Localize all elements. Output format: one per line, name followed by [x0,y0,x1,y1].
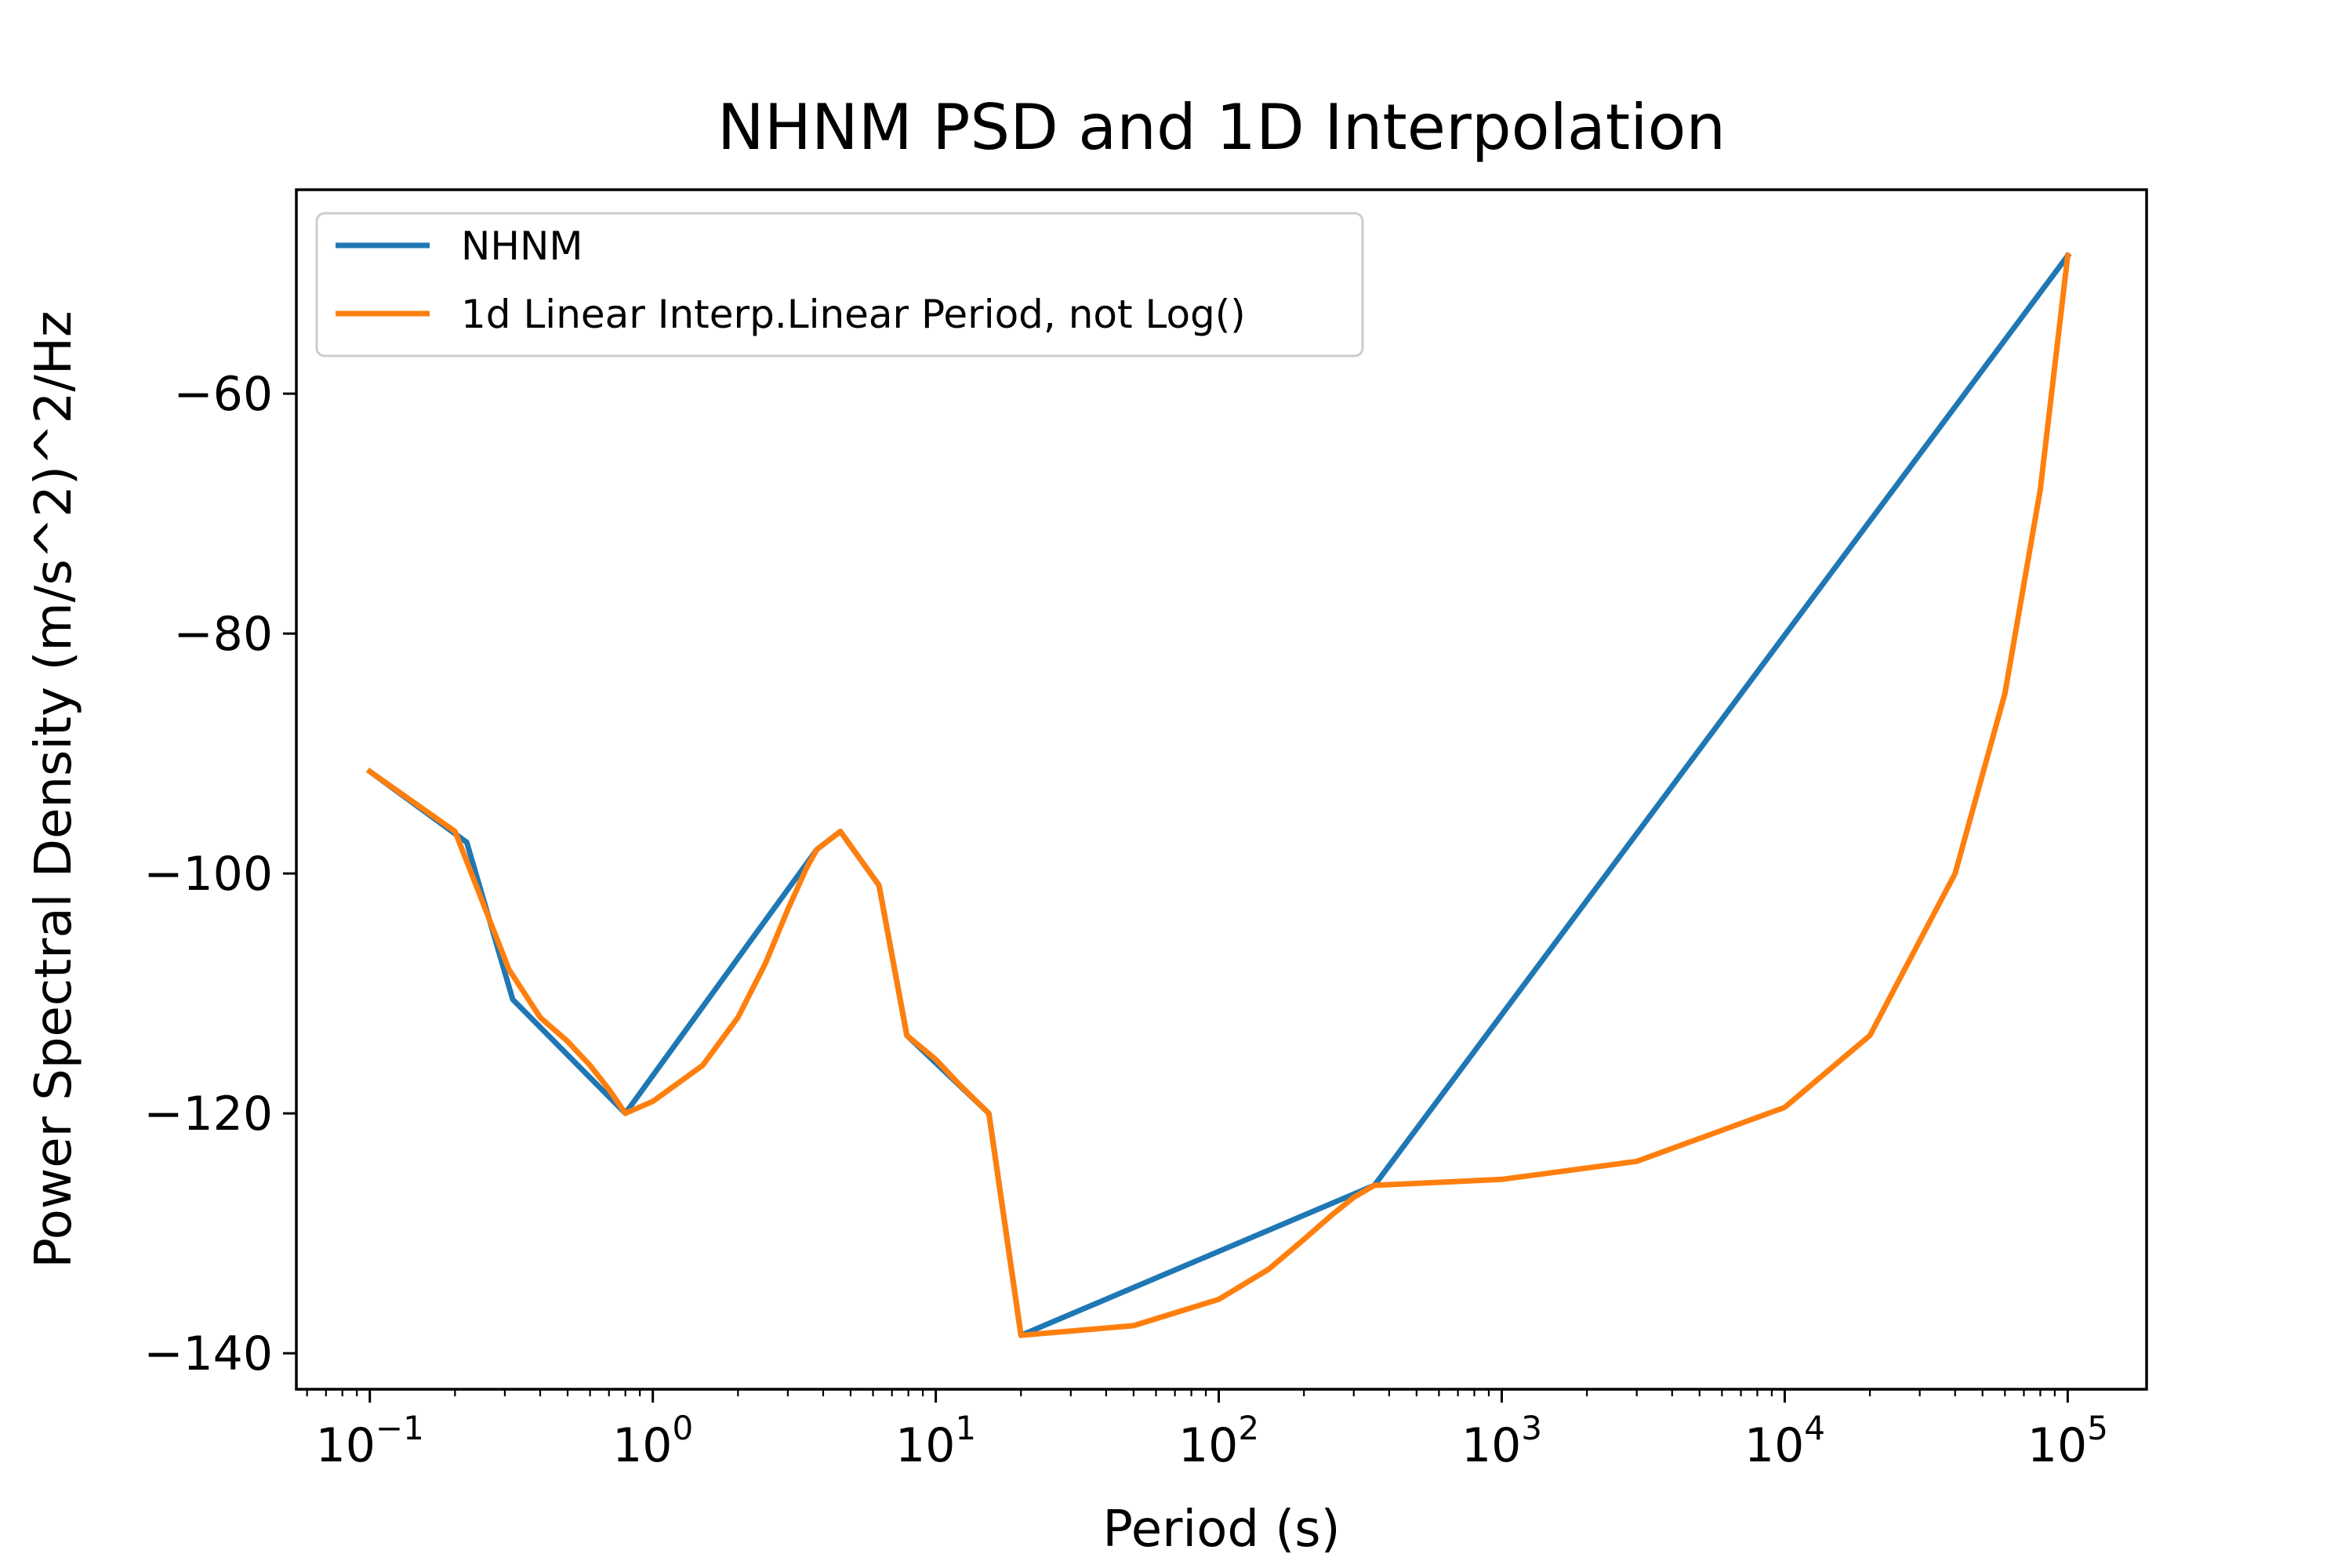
legend-label-nhnm: NHNM [461,223,583,269]
x-tick-label-base: 10 [1744,1418,1804,1473]
plot-area-frame [295,188,2148,1391]
x-tick-label-base: 10 [316,1418,376,1473]
x-tick-label-base: 10 [2027,1418,2087,1473]
y-axis-label: Power Spectral Density (m/s^2)^2/Hz [25,310,83,1268]
legend-label-interpolation: 1d Linear Interp.Linear Period, not Log(… [461,292,1246,337]
y-tick-label: −80 [173,607,273,662]
legend: NHNM 1d Linear Interp.Linear Period, not… [315,212,1364,358]
y-tick-label: −140 [143,1327,273,1381]
x-tick-label-base: 10 [1178,1418,1238,1473]
x-tick-label-exponent: 2 [1238,1409,1259,1447]
x-tick-label: 105 [2027,1409,2108,1473]
x-tick-label-exponent: 1 [955,1409,976,1447]
y-tick-label: −120 [143,1087,273,1142]
x-tick-label: 100 [612,1409,693,1473]
x-tick-label-exponent: 3 [1521,1409,1542,1447]
x-tick-label-exponent: 5 [2087,1409,2108,1447]
series-line-1 [365,252,2071,1338]
x-tick-label-exponent: 4 [1804,1409,1825,1447]
x-tick-label-exponent: 0 [672,1409,693,1447]
x-tick-label-base: 10 [1461,1418,1521,1473]
x-tick-label-exponent: −1 [376,1409,424,1447]
x-tick-label: 102 [1178,1409,1259,1473]
chart-title: NHNM PSD and 1D Interpolation [717,91,1726,164]
x-tick-label: 103 [1461,1409,1542,1473]
ticks-layer: 10−1 100 101 102 103 104 105−60−80−100−120−140 [143,367,2108,1473]
legend-box [315,212,1364,358]
x-axis-label: Period (s) [1102,1501,1340,1559]
y-tick-label: −100 [143,847,273,902]
series-layer [365,252,2072,1338]
x-tick-label-base: 10 [895,1418,955,1473]
x-tick-label: 101 [895,1409,976,1473]
x-tick-label-base: 10 [612,1418,672,1473]
y-tick-label: −60 [173,367,273,422]
x-tick-label: 10−1 [316,1409,424,1473]
x-tick-label: 104 [1744,1409,1825,1473]
